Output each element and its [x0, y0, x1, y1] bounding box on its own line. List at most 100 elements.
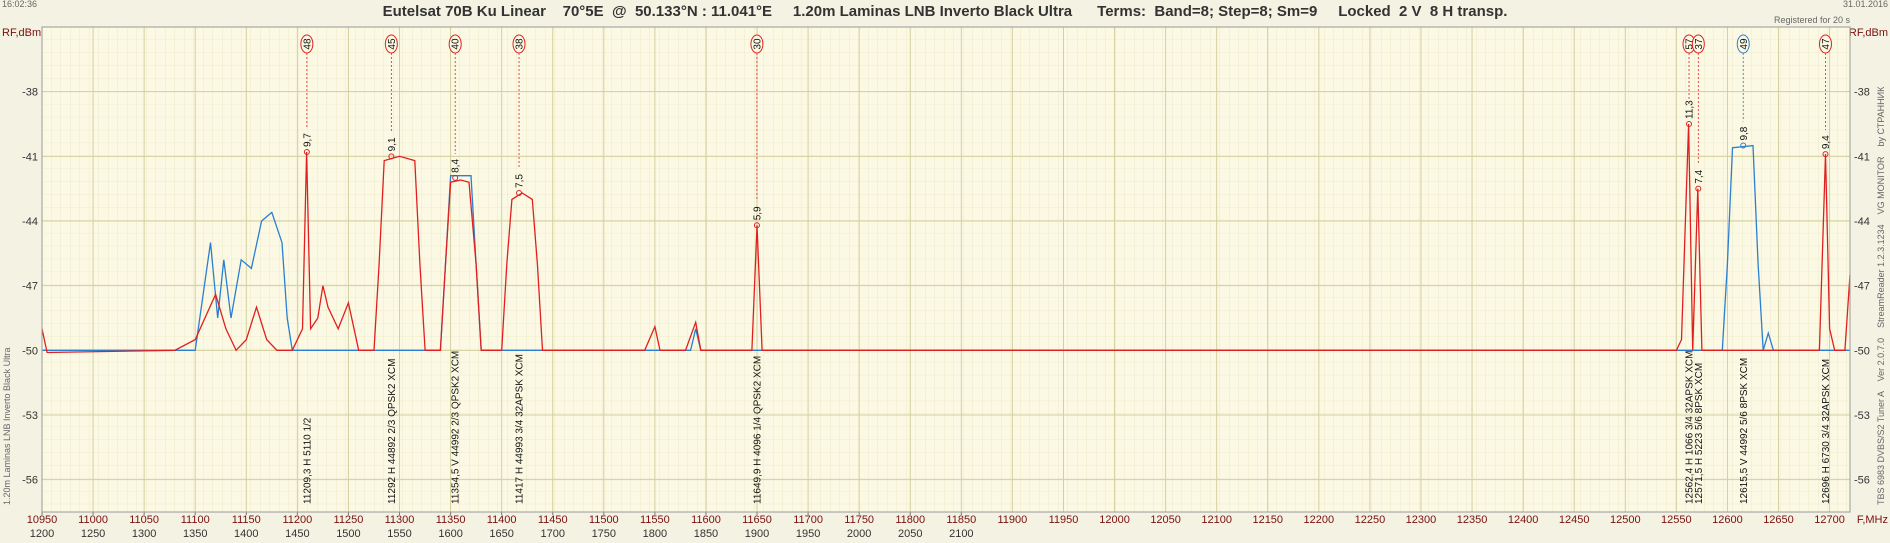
x2-tick-label: 1500: [336, 528, 360, 540]
x2-tick-label: 1250: [81, 528, 105, 540]
transponder-desc: 11209,3 H 5110 1/2: [302, 417, 313, 504]
x-tick-label: 11550: [640, 514, 670, 526]
x-tick-label: 11000: [78, 514, 108, 526]
transponder-desc: 11292 H 44892 2/3 QPSK2 XCM: [387, 359, 398, 504]
transponder-badge: [448, 34, 462, 54]
y-tick-label: -47: [22, 281, 38, 293]
x-tick-label: 11850: [946, 514, 976, 526]
peak-label: 9,1: [387, 137, 398, 151]
transponder-desc: 12571,5 H 5223 5/6 8PSK XCM: [1694, 363, 1705, 504]
transponder-desc: 12562,4 H 1066 3/4 32APSK XCM: [1685, 351, 1696, 504]
peak-label: 7,4: [1694, 169, 1705, 183]
x-tick-label: 11800: [895, 514, 925, 526]
x2-tick-label: 1300: [132, 528, 156, 540]
x-tick-label: 12150: [1252, 514, 1283, 526]
transponder-desc: 12696 H 6730 3/4 32APSK XCM: [1821, 359, 1832, 504]
x-tick-label: 12300: [1406, 514, 1437, 526]
peak-marker: [1822, 151, 1829, 158]
x2-tick-label: 1950: [796, 528, 820, 540]
transponder-badge: [1691, 34, 1705, 54]
x-tick-label: 11150: [232, 514, 261, 526]
plot: -38 -38 -41 -41 -44 -44 -47 -47 -50 -50 -53 -53 -56 -…: [22, 27, 1870, 540]
peak-label: 7,5: [515, 174, 526, 188]
right-caption: TBS 6983 DVBS/S2 Tuner A Ver 2.0.7.0 Str…: [1876, 86, 1886, 505]
peak-label: 8,4: [451, 159, 462, 173]
time: 16:02:36: [2, 0, 37, 9]
left-caption: 1.20m Laminas LNB Inverto Black Ultra: [2, 347, 12, 505]
x-tick-label: 12550: [1661, 514, 1692, 526]
y-tick-label-right: -56: [1854, 475, 1870, 487]
y-tick-label: -41: [22, 151, 38, 163]
y-tick-label-right: -53: [1854, 410, 1870, 422]
x-tick-label: 12650: [1763, 514, 1794, 526]
peak-marker: [1695, 185, 1702, 192]
x2-tick-label: 1350: [183, 528, 207, 540]
y-tick-label-right: -38: [1854, 87, 1870, 99]
x-tick-label: 12250: [1355, 514, 1386, 526]
minor-grid: [42, 27, 1850, 512]
peak-marker: [1686, 121, 1693, 127]
trace: [41, 123, 1851, 354]
x-tick-label: 12400: [1508, 514, 1539, 526]
date: 31.01.2016: [1843, 0, 1888, 9]
x2-tick-label: 2050: [898, 528, 922, 540]
x-tick-label: 11050: [129, 514, 159, 526]
x-tick-label: 11200: [282, 514, 312, 526]
x2-tick-label: 1750: [592, 528, 616, 540]
x-tick-label: 11950: [1049, 514, 1079, 526]
transponder-desc: 11649,9 H 4096 1/4 QPSK2 XCM: [752, 356, 763, 504]
x2-tick-label: 1450: [285, 528, 309, 540]
x2-tick-label: 1700: [540, 528, 564, 540]
transponder-badge: [750, 34, 764, 54]
y-tick-label-right: -50: [1854, 345, 1870, 357]
plot-frame: [41, 26, 1851, 513]
x-tick-label: 12000: [1099, 514, 1130, 526]
x-tick-label: 11100: [181, 514, 210, 526]
x-tick-label: 12500: [1610, 514, 1641, 526]
peak-label: 9,4: [1821, 135, 1832, 149]
y-tick-label-right: -44: [1854, 216, 1870, 228]
x-tick-label: 12050: [1150, 514, 1181, 526]
y-tick-label: -53: [22, 410, 38, 422]
peak-marker: [753, 222, 760, 229]
transponder-desc: 11354,5 V 44992 2/3 QPSK2 XCM: [451, 351, 462, 504]
x-tick-label: 11450: [538, 514, 568, 526]
x-tick-label: 12350: [1457, 514, 1488, 526]
x-tick-label: 11500: [589, 514, 619, 526]
peak-marker: [388, 153, 395, 160]
x-tick-label: 11400: [487, 514, 517, 526]
x-tick-label: 12450: [1559, 514, 1590, 526]
y-tick-label-right: -47: [1854, 281, 1870, 293]
transponder-number: 38: [515, 38, 526, 50]
x2-tick-label: 1900: [745, 528, 769, 540]
peak-label: 11,3: [1685, 100, 1696, 119]
transponder-number: 30: [752, 38, 763, 50]
x2-tick-label: 1650: [489, 528, 513, 540]
transponder-desc: 12615,5 V 44992 5/6 8PSK XCM: [1739, 358, 1750, 504]
y-tick-label-right: -41: [1854, 151, 1870, 163]
x-tick-label: 12100: [1201, 514, 1232, 526]
x2-tick-label: 2000: [847, 528, 871, 540]
x-tick-label: 11250: [334, 514, 364, 526]
transponder-badge: [384, 34, 398, 54]
transponder-badge: [1818, 34, 1832, 54]
x-tick-label: 12700: [1814, 514, 1845, 526]
x2-tick-label: 1400: [234, 528, 258, 540]
peak-label: 5,9: [752, 206, 763, 220]
y-label: RF,dBm: [2, 27, 41, 39]
x2-tick-label: 1550: [387, 528, 411, 540]
x-tick-label: 11650: [742, 514, 772, 526]
x-tick-label: 11700: [793, 514, 823, 526]
transponder-badge: [300, 34, 314, 54]
peak-label: 9,8: [1739, 126, 1750, 140]
x-tick-label: 11600: [691, 514, 721, 526]
transponder-number: 48: [302, 38, 313, 50]
transponder-badge: [512, 34, 526, 54]
trace: [42, 144, 1850, 351]
registered: Registered for 20 s: [1774, 15, 1851, 25]
peak-marker: [452, 174, 459, 181]
x2-tick-label: 1200: [30, 528, 54, 540]
x2-tick-label: 2100: [949, 528, 973, 540]
x2-tick-label: 1800: [643, 528, 667, 540]
x-tick-label: 11900: [998, 514, 1028, 526]
